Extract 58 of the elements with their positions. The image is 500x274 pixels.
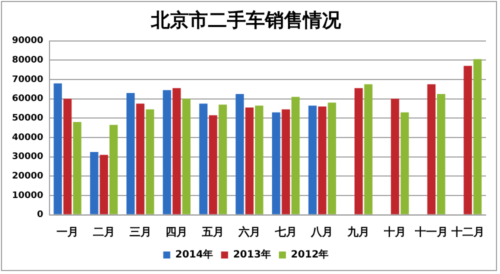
- bar: [208, 115, 218, 214]
- x-tick-label: 六月: [237, 225, 260, 238]
- chart-title: 北京市二手车销售情况: [150, 9, 342, 32]
- bar: [328, 102, 336, 214]
- bar: [427, 84, 436, 214]
- y-tick-label: 80000: [12, 55, 44, 66]
- bar: [100, 154, 108, 214]
- bar: [73, 122, 82, 214]
- bar: [63, 98, 72, 214]
- bar: [146, 109, 154, 214]
- bar: [136, 104, 144, 214]
- bar: [464, 66, 472, 214]
- y-tick-label: 0: [37, 210, 44, 220]
- bar: [162, 90, 172, 214]
- bar: [473, 59, 482, 214]
- bar: [54, 83, 62, 214]
- y-tick-label: 60000: [12, 94, 44, 104]
- legend-label: 2014年: [175, 248, 214, 261]
- x-tick-label: 五月: [201, 225, 224, 238]
- y-tick-label: 70000: [12, 74, 44, 85]
- bar: [390, 98, 400, 214]
- x-tick-label: 一月: [56, 225, 79, 238]
- y-tick-label: 10000: [12, 190, 44, 201]
- y-tick-label: 20000: [12, 171, 44, 182]
- x-tick-label: 十二月: [450, 225, 484, 238]
- x-tick-label: 八月: [310, 225, 334, 238]
- bar: [245, 108, 254, 214]
- bar: [172, 88, 181, 214]
- bar: [255, 106, 264, 214]
- bar: [236, 94, 244, 214]
- bar: [126, 93, 135, 214]
- bar: [282, 109, 290, 214]
- x-tick-label: 九月: [346, 225, 370, 238]
- x-tick-label: 二月: [92, 225, 115, 238]
- bar: [199, 104, 208, 214]
- y-tick-label: 50000: [12, 113, 44, 124]
- y-tick-label: 30000: [12, 152, 44, 162]
- bar: [308, 106, 317, 214]
- bar: [400, 112, 409, 214]
- x-tick-label: 七月: [274, 225, 297, 238]
- bar: [218, 104, 227, 214]
- x-tick-label: 四月: [166, 225, 188, 238]
- bar: [272, 112, 280, 214]
- x-tick-label: 十一月: [414, 225, 448, 238]
- bar: [354, 88, 363, 214]
- legend-label: 2013年: [233, 248, 271, 261]
- y-tick-label: 40000: [12, 132, 44, 143]
- bar: [291, 96, 300, 214]
- bar: [109, 124, 118, 214]
- y-tick-label: 90000: [12, 36, 44, 46]
- bar: [436, 94, 446, 214]
- x-tick-label: 十月: [383, 225, 406, 238]
- bar: [90, 152, 98, 214]
- bar: [364, 84, 372, 214]
- legend-label: 2012年: [290, 248, 329, 261]
- bar: [182, 98, 191, 214]
- x-tick-label: 三月: [129, 225, 152, 238]
- bar: [318, 106, 326, 214]
